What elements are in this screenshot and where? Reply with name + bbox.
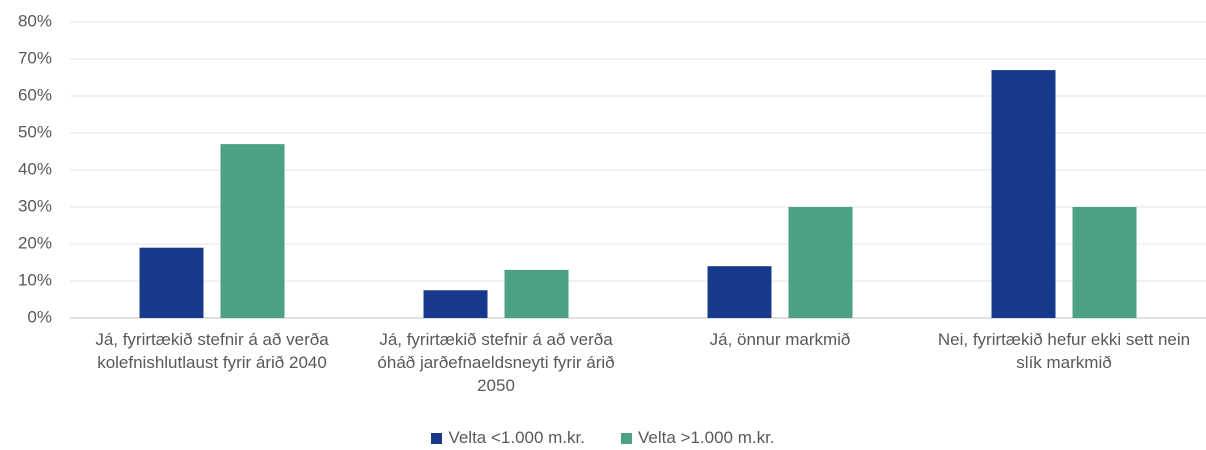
legend-item: Velta >1.000 m.kr. [621,428,775,448]
bar [788,207,853,318]
y-tick-label: 0% [27,307,52,326]
bar [220,144,285,318]
legend-item: Velta <1.000 m.kr. [431,428,585,448]
bar [139,247,204,318]
y-tick-label: 20% [18,233,52,252]
legend-label: Velta <1.000 m.kr. [448,428,585,447]
legend-swatch [621,432,632,444]
legend: Velta <1.000 m.kr. Velta >1.000 m.kr. [0,428,1206,448]
bar [423,290,488,318]
y-tick-label: 70% [18,48,52,67]
y-tick-label: 30% [18,196,52,215]
x-tick-label: Já, fyrirtækið stefnir á að verða kolefn… [95,330,329,372]
y-tick-label: 80% [18,11,52,30]
y-tick-label: 40% [18,159,52,178]
bar [991,70,1056,318]
x-tick-label: Já, önnur markmið [709,330,851,349]
x-tick-label: Nei, fyrirtækið hefur ekki sett nein slí… [937,330,1191,372]
y-tick-label: 50% [18,122,52,141]
bar [707,266,772,318]
bar [504,269,569,318]
legend-swatch [431,432,443,444]
y-tick-label: 60% [18,85,52,104]
x-tick-label: Já, fyrirtækið stefnir á að verða óháð j… [377,330,615,395]
legend-label: Velta >1.000 m.kr. [638,428,775,447]
y-tick-label: 10% [18,270,52,289]
bar [1072,207,1137,318]
